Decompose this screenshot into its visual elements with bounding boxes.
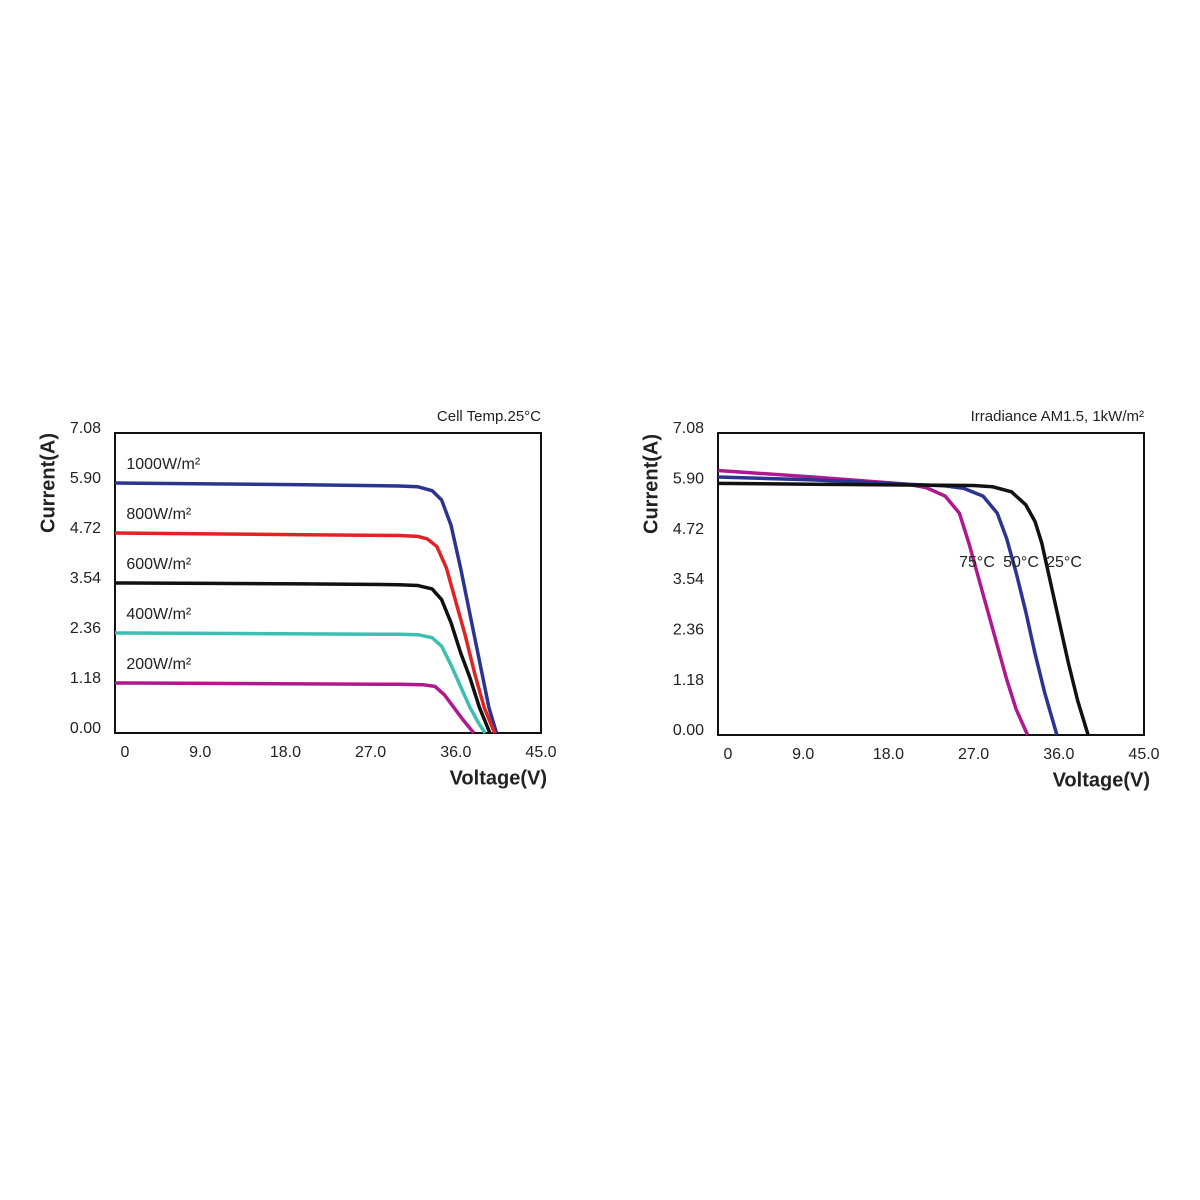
x-tick-label: 45.0 — [525, 744, 556, 761]
y-axis-label: Current(A) — [640, 434, 662, 534]
series-label: 75°C — [959, 554, 995, 571]
x-tick-label: 18.0 — [270, 744, 301, 761]
y-tick-label: 4.72 — [70, 520, 101, 537]
series-label: 25°C — [1046, 554, 1082, 571]
chart-title: Cell Temp.25°C — [437, 408, 541, 425]
x-axis-label: Voltage(V) — [450, 767, 547, 789]
x-tick-label: 9.0 — [189, 744, 211, 761]
x-tick-label: 36.0 — [440, 744, 471, 761]
series-label: 400W/m² — [126, 606, 192, 623]
x-tick-label: 45.0 — [1128, 746, 1159, 763]
x-tick-label: 27.0 — [355, 744, 386, 761]
x-tick-label: 9.0 — [792, 746, 814, 763]
y-tick-label: 3.54 — [673, 571, 704, 588]
series-label: 800W/m² — [126, 506, 192, 523]
y-tick-label: 0.00 — [673, 722, 704, 739]
x-axis-label: Voltage(V) — [1053, 769, 1150, 791]
series-line — [114, 631, 487, 734]
series-label: 600W/m² — [126, 556, 192, 573]
chart-title: Irradiance AM1.5, 1kW/m² — [971, 408, 1144, 425]
y-tick-label: 2.36 — [673, 622, 704, 639]
y-tick-label: 7.08 — [673, 420, 704, 437]
series-label: 50°C — [1003, 554, 1039, 571]
series-line — [114, 681, 476, 735]
x-tick-label: 0 — [121, 744, 130, 761]
x-tick-label: 18.0 — [873, 746, 904, 763]
y-tick-label: 4.72 — [673, 521, 704, 538]
y-tick-label: 1.18 — [673, 672, 704, 689]
y-tick-label: 5.90 — [673, 471, 704, 488]
plot-frame — [717, 432, 1145, 736]
y-tick-label: 5.90 — [70, 470, 101, 487]
series-line — [717, 481, 1090, 736]
series-line — [114, 481, 499, 734]
x-tick-label: 27.0 — [958, 746, 989, 763]
y-tick-label: 3.54 — [70, 570, 101, 587]
y-tick-label: 1.18 — [70, 670, 101, 687]
series-line — [114, 531, 497, 734]
x-tick-label: 0 — [724, 746, 733, 763]
series-label: 1000W/m² — [126, 456, 200, 473]
y-axis-label: Current(A) — [37, 433, 59, 533]
y-tick-label: 0.00 — [70, 720, 101, 737]
series-line — [114, 581, 492, 734]
y-tick-label: 2.36 — [70, 620, 101, 637]
x-tick-label: 36.0 — [1043, 746, 1074, 763]
y-tick-label: 7.08 — [70, 420, 101, 437]
series-label: 200W/m² — [126, 656, 192, 673]
